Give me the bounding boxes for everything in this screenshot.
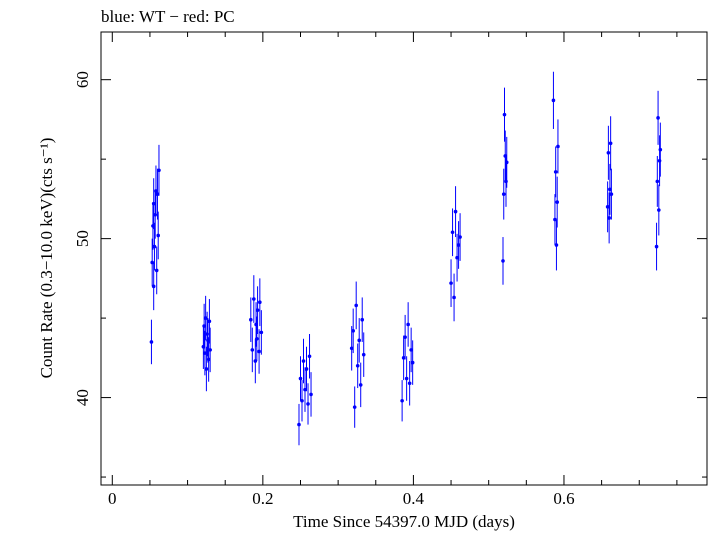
data-point <box>152 244 157 249</box>
data-point <box>455 255 459 260</box>
data-point <box>409 348 413 352</box>
data-point <box>657 158 662 163</box>
data-point <box>155 192 160 196</box>
data-point <box>153 212 158 217</box>
data-point <box>502 112 507 117</box>
plot-frame <box>100 31 708 486</box>
data-point <box>204 367 209 371</box>
data-point <box>609 192 614 196</box>
data-point <box>255 336 259 341</box>
data-point <box>407 381 412 386</box>
data-point <box>257 349 261 354</box>
data-point <box>156 233 161 238</box>
data-point <box>252 297 256 301</box>
data-point <box>307 354 312 359</box>
data-point <box>400 398 404 403</box>
data-point <box>357 338 362 343</box>
data-point <box>458 235 462 239</box>
data-point <box>608 187 612 192</box>
data-point <box>208 348 212 352</box>
data-point <box>553 170 558 174</box>
data-point <box>309 392 313 397</box>
data-point <box>554 243 559 247</box>
data-point <box>249 317 253 322</box>
data-point <box>358 383 363 387</box>
data-point <box>352 405 357 409</box>
data-point <box>605 205 610 209</box>
data-point <box>501 259 505 263</box>
data-point <box>301 359 306 363</box>
data-point <box>250 348 255 352</box>
y-tick-label: 40 <box>73 389 92 406</box>
data-point <box>404 376 409 381</box>
data-point <box>306 402 310 406</box>
y-axis-label: Count Rate (0.3−10.0 keV)(cts s⁻¹) <box>37 138 56 379</box>
axis-ticks: 0 0.2 0.4 0.6 40 50 60 <box>73 32 707 508</box>
data-point <box>205 332 209 336</box>
data-point <box>607 216 611 220</box>
data-point <box>655 179 660 184</box>
data-point <box>608 141 613 146</box>
data-point <box>203 351 207 355</box>
data-point <box>150 260 154 265</box>
data-point <box>354 303 358 308</box>
data-point <box>300 398 304 403</box>
data-point <box>453 209 458 214</box>
data-point <box>207 319 212 324</box>
data-point <box>401 356 406 360</box>
data-point <box>456 243 461 247</box>
data-point <box>151 201 156 206</box>
data-point <box>351 329 355 333</box>
chart-title: blue: WT − red: PC <box>101 7 235 26</box>
data-point <box>157 168 161 173</box>
data-point <box>410 360 415 365</box>
data-point <box>303 387 307 392</box>
x-tick-label: 0.4 <box>403 489 425 508</box>
data-point <box>403 335 407 339</box>
y-tick-label: 60 <box>73 71 92 88</box>
data-point <box>657 208 661 212</box>
data-point <box>504 179 508 184</box>
data-point <box>501 192 506 196</box>
data-point <box>253 359 258 363</box>
data-point <box>555 200 559 204</box>
data-point <box>452 295 456 300</box>
x-tick-label: 0 <box>108 489 117 508</box>
data-point <box>255 308 260 312</box>
data-point <box>449 281 453 285</box>
data-point <box>297 422 301 427</box>
data-point <box>349 346 354 351</box>
data-point <box>259 330 264 335</box>
data-point <box>298 376 303 381</box>
data-point <box>355 363 360 368</box>
data-point <box>361 352 366 357</box>
data-point <box>654 244 659 249</box>
data-point <box>556 144 560 149</box>
data-point <box>202 324 206 328</box>
data-point <box>151 284 156 289</box>
data-point <box>656 116 660 120</box>
data-point <box>553 217 557 222</box>
data-point <box>450 230 455 235</box>
data-point <box>203 316 208 320</box>
data-point <box>406 322 410 327</box>
data-point <box>606 151 611 155</box>
data-point <box>551 98 556 103</box>
data-point <box>504 160 509 165</box>
data-point <box>149 340 154 344</box>
data-point <box>206 357 211 362</box>
data-point <box>154 268 159 273</box>
data-point <box>154 189 158 193</box>
data-point <box>304 367 309 371</box>
data-point <box>658 147 663 152</box>
x-tick-label: 0.2 <box>252 489 273 508</box>
data-point <box>360 317 365 322</box>
x-axis-label: Time Since 54397.0 MJD (days) <box>293 512 515 531</box>
x-tick-label: 0.6 <box>553 489 574 508</box>
data-points <box>149 71 663 446</box>
data-point <box>258 300 262 305</box>
y-tick-label: 50 <box>73 230 92 247</box>
